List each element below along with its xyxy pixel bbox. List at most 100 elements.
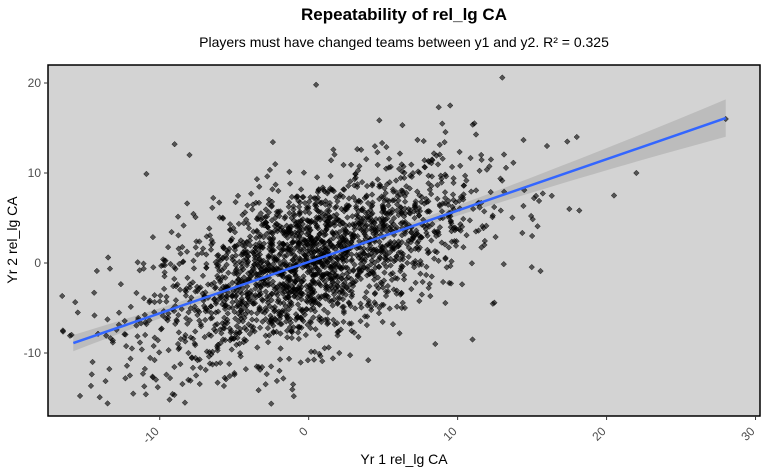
data-point xyxy=(264,324,272,332)
data-point xyxy=(352,277,359,285)
data-point xyxy=(393,303,401,310)
data-point xyxy=(336,349,343,357)
data-point xyxy=(258,258,265,265)
data-point xyxy=(434,181,441,189)
data-point xyxy=(355,333,362,341)
data-point xyxy=(411,208,418,215)
data-point xyxy=(368,306,375,314)
data-point xyxy=(463,177,470,184)
data-point xyxy=(185,309,192,316)
data-point xyxy=(214,344,221,352)
y-axis-title: Yr 2 rel_lg CA xyxy=(4,196,20,284)
data-point xyxy=(399,219,406,226)
data-point xyxy=(266,228,273,235)
data-point xyxy=(427,292,434,300)
data-point xyxy=(221,305,229,313)
data-point xyxy=(250,300,257,307)
data-point xyxy=(361,194,368,202)
data-point xyxy=(304,357,312,364)
data-point xyxy=(267,363,275,370)
data-point xyxy=(187,334,194,341)
x-tick-label: 20 xyxy=(589,424,609,444)
data-point xyxy=(344,264,351,272)
data-point xyxy=(439,278,447,286)
data-point xyxy=(232,315,239,322)
data-point xyxy=(297,359,304,366)
data-point xyxy=(134,333,141,340)
data-point xyxy=(180,258,187,265)
data-point xyxy=(322,284,330,291)
data-point xyxy=(217,276,224,284)
data-point xyxy=(543,142,551,150)
data-point xyxy=(166,374,174,382)
data-point xyxy=(283,313,291,321)
data-point xyxy=(329,302,336,309)
data-point xyxy=(381,185,388,192)
data-point xyxy=(633,169,640,177)
data-point xyxy=(339,290,346,297)
data-point xyxy=(285,355,293,362)
data-point xyxy=(348,257,355,265)
data-point xyxy=(320,306,328,313)
data-point xyxy=(149,373,156,380)
data-point xyxy=(439,120,446,127)
data-point xyxy=(253,215,261,223)
data-point xyxy=(222,336,229,344)
data-point xyxy=(265,262,272,269)
data-point xyxy=(88,371,95,378)
data-point xyxy=(430,255,438,262)
data-point xyxy=(290,393,297,400)
data-point xyxy=(335,217,342,224)
data-point xyxy=(241,336,248,343)
data-point xyxy=(417,234,424,241)
data-point xyxy=(442,194,449,202)
data-point xyxy=(104,254,112,261)
data-point xyxy=(304,205,312,212)
data-point xyxy=(264,299,272,307)
data-point xyxy=(311,201,319,209)
data-point xyxy=(210,279,218,287)
data-point xyxy=(459,194,466,201)
data-point xyxy=(428,159,435,167)
data-point xyxy=(369,202,376,209)
data-point xyxy=(457,227,464,234)
data-point xyxy=(107,335,114,342)
data-point xyxy=(164,317,171,324)
data-point xyxy=(165,346,172,354)
data-point xyxy=(207,303,215,310)
data-point xyxy=(307,324,314,332)
data-point xyxy=(449,191,457,198)
data-point xyxy=(255,199,263,206)
data-point xyxy=(189,364,197,371)
data-point xyxy=(510,159,517,166)
data-point xyxy=(253,363,260,370)
data-point xyxy=(329,262,336,270)
data-point xyxy=(256,305,263,313)
data-point xyxy=(447,262,454,270)
data-point xyxy=(326,199,334,207)
data-point xyxy=(509,214,516,221)
data-point xyxy=(93,267,101,275)
data-point xyxy=(396,150,404,157)
data-point xyxy=(340,318,347,325)
data-point xyxy=(315,187,322,194)
data-point xyxy=(256,239,263,247)
data-point xyxy=(312,195,319,202)
data-point xyxy=(492,233,499,241)
data-point xyxy=(423,271,430,279)
data-point xyxy=(220,382,228,390)
data-point xyxy=(203,305,210,312)
data-point xyxy=(171,391,178,399)
data-point xyxy=(256,183,263,190)
data-point xyxy=(121,317,128,325)
data-point xyxy=(207,246,215,253)
data-point xyxy=(350,267,357,275)
data-point xyxy=(360,250,368,257)
data-point xyxy=(411,214,418,222)
data-point xyxy=(434,161,442,168)
y-tick-label: 20 xyxy=(28,76,42,90)
data-point xyxy=(202,366,209,374)
data-point xyxy=(548,192,555,199)
data-point xyxy=(354,216,361,223)
data-point xyxy=(387,262,394,269)
